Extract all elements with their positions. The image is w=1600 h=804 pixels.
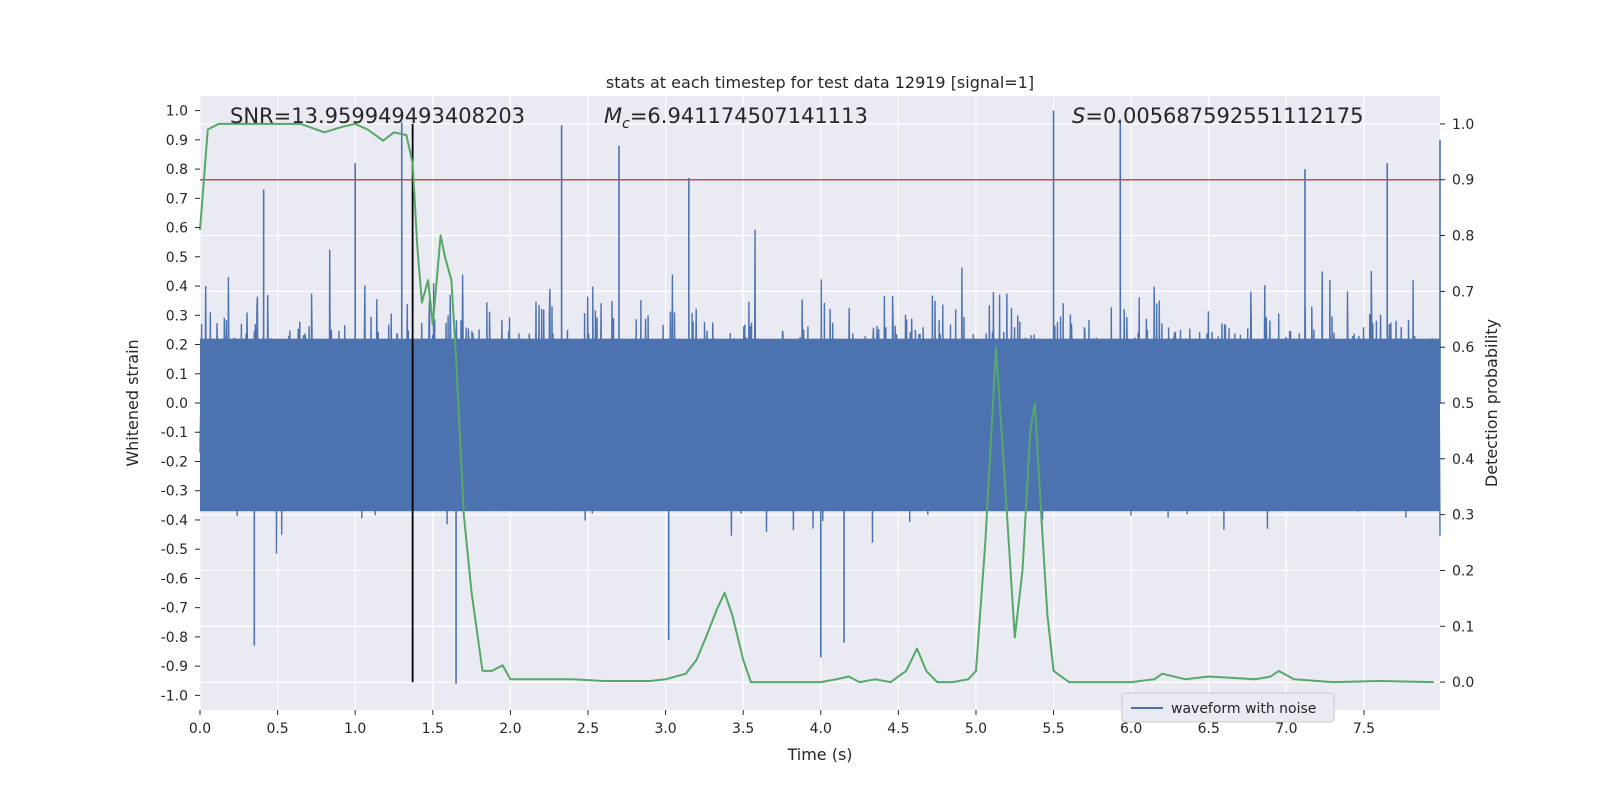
y2-tick-label: 0.7 <box>1452 284 1474 300</box>
probability-line <box>199 122 1434 684</box>
y2-axis-label: Detection probability <box>1482 319 1501 487</box>
x-tick-label: 6.0 <box>1120 721 1142 737</box>
y-tick-label: -0.1 <box>161 425 188 441</box>
y-tick-label: 0.6 <box>166 221 188 237</box>
y-tick-label: 1.0 <box>166 104 188 120</box>
y2-tick-label: 0.0 <box>1452 675 1474 691</box>
y-tick-label: 0.3 <box>166 308 188 324</box>
y-tick-label: -0.8 <box>161 630 188 646</box>
y-tick-label: -0.9 <box>161 659 188 675</box>
legend-box <box>1121 692 1335 723</box>
x-tick-label: 3.0 <box>654 721 676 737</box>
y2-tick-label: 0.8 <box>1452 229 1474 245</box>
y-tick-label: -0.7 <box>161 601 188 617</box>
x-tick-label: 4.0 <box>810 721 832 737</box>
tick-labels: 0.0 0.5 1.0 1.5 2.0 2.5 3.0 3.5 4.0 4.5 5.0 5.5 6.0 6… <box>161 104 1475 737</box>
y-tick-label: 0.5 <box>166 250 188 266</box>
overlay-lines <box>199 122 1440 684</box>
x-tick-label: 1.0 <box>344 721 366 737</box>
y-tick-label: -0.4 <box>161 513 188 529</box>
y-tick-label: -0.6 <box>161 571 188 587</box>
x-tick-label: 1.5 <box>422 721 444 737</box>
y-tick-label: -1.0 <box>161 688 188 704</box>
chart-title: stats at each timestep for test data 129… <box>606 73 1034 92</box>
y-tick-label: 0.7 <box>166 191 188 207</box>
waveform-series <box>199 110 1441 684</box>
legend: waveform with noise <box>1121 692 1335 723</box>
x-tick-label: 5.5 <box>1042 721 1064 737</box>
snr-annotation: SNR=13.959949493408203 <box>230 104 525 128</box>
y-tick-label: 0.2 <box>166 338 188 354</box>
y2-tick-label: 0.9 <box>1452 173 1474 189</box>
x-tick-label: 7.5 <box>1353 721 1375 737</box>
y-tick-label: -0.3 <box>161 484 188 500</box>
y-tick-label: 0.8 <box>166 162 188 178</box>
y2-tick-label: 0.2 <box>1452 563 1474 579</box>
y2-tick-label: 0.3 <box>1452 508 1474 524</box>
y2-tick-label: 0.1 <box>1452 619 1474 635</box>
y-tick-label: -0.2 <box>161 454 188 470</box>
y-tick-label: 0.4 <box>166 279 188 295</box>
y2-tick-label: 0.4 <box>1452 452 1474 468</box>
x-tick-label: 0.0 <box>189 721 211 737</box>
y-tick-label: -0.5 <box>161 542 188 558</box>
y-tick-label: 0.1 <box>166 367 188 383</box>
y2-tick-label: 0.5 <box>1452 396 1474 412</box>
y2-tick-label: 1.0 <box>1452 117 1474 133</box>
x-tick-label: 2.0 <box>499 721 521 737</box>
x-tick-label: 6.5 <box>1198 721 1220 737</box>
chirp-mass-annotation: Mc=6.941174507141113 <box>604 104 868 132</box>
legend-label-waveform: waveform with noise <box>1171 701 1316 717</box>
x-tick-label: 4.5 <box>887 721 909 737</box>
x-tick-label: 7.0 <box>1275 721 1297 737</box>
s-annotation: S=0.005687592551112175 <box>1072 104 1363 128</box>
y-tick-label: 0.9 <box>166 133 188 149</box>
y-tick-label: 0.0 <box>166 396 188 412</box>
x-tick-label: 3.5 <box>732 721 754 737</box>
y-axis-label: Whitened strain <box>123 339 142 466</box>
y2-tick-label: 0.6 <box>1452 340 1474 356</box>
x-tick-label: 0.5 <box>266 721 288 737</box>
x-tick-label: 5.0 <box>965 721 987 737</box>
x-tick-label: 2.5 <box>577 721 599 737</box>
x-axis-label: Time (s) <box>786 745 852 764</box>
